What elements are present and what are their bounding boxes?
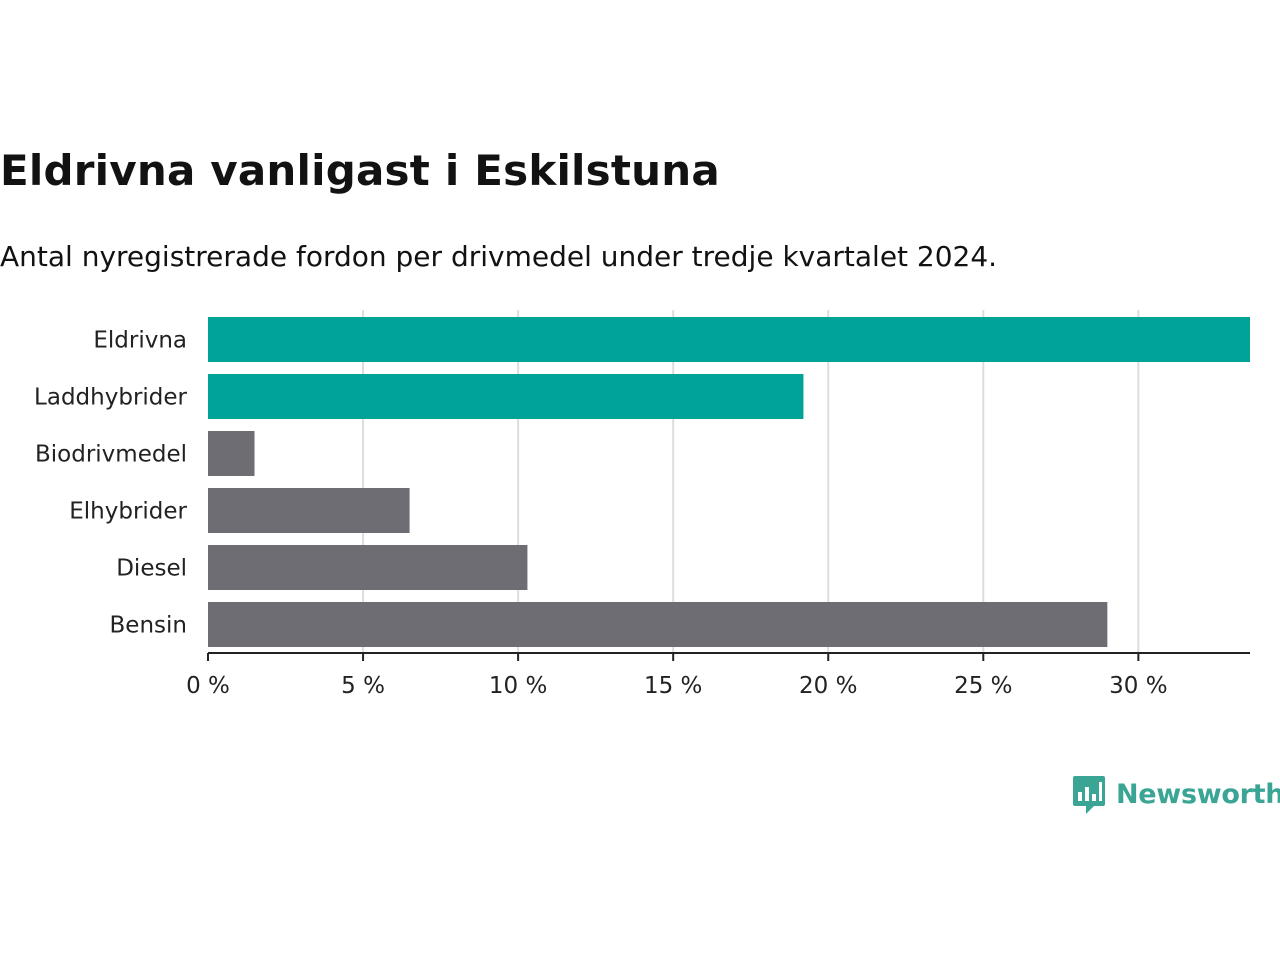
newsworthy-logo-icon (1073, 776, 1105, 814)
brand-logo: Newsworthy (1072, 774, 1280, 816)
category-label: Eldrivna (93, 328, 187, 354)
x-tick-label: 10 % (489, 673, 547, 699)
logo-bar-2 (1085, 787, 1089, 801)
bar-chart: Eldrivna Laddhybrider Biodrivmedel Elhybrid… (34, 310, 1250, 699)
grid-lines (362, 310, 1140, 653)
logo-bar-3 (1092, 794, 1096, 801)
logo-bar-4 (1099, 782, 1102, 801)
category-labels: Eldrivna Laddhybrider Biodrivmedel Elhybrid… (34, 328, 187, 639)
chart-title: Eldrivna vanligast i Eskilstuna (0, 146, 720, 195)
category-label: Diesel (116, 556, 187, 582)
x-tick-label: 0 % (186, 673, 230, 699)
x-tick-label: 15 % (644, 673, 702, 699)
x-tick-label: 5 % (341, 673, 385, 699)
bar-diesel (208, 545, 528, 590)
x-tick-label: 25 % (954, 673, 1012, 699)
bar-eldrivna (208, 317, 1250, 362)
category-label: Elhybrider (69, 499, 187, 525)
logo-bar-1 (1078, 792, 1082, 801)
category-label: Bensin (110, 613, 187, 639)
x-tick-label: 20 % (799, 673, 857, 699)
category-label: Biodrivmedel (35, 442, 187, 468)
bar-bensin (208, 602, 1108, 647)
x-axis: 0 % 5 % 10 % 15 % 20 % 25 % 30 % (186, 652, 1250, 699)
brand-name: Newsworthy (1116, 779, 1280, 810)
chart-subtitle: Antal nyregistrerade fordon per drivmede… (0, 240, 998, 273)
category-label: Laddhybrider (34, 385, 187, 411)
bar-laddhybrider (208, 374, 804, 419)
bars (208, 317, 1250, 647)
bar-elhybrider (208, 488, 410, 533)
bar-biodrivmedel (208, 431, 255, 476)
x-tick-label: 30 % (1109, 673, 1167, 699)
